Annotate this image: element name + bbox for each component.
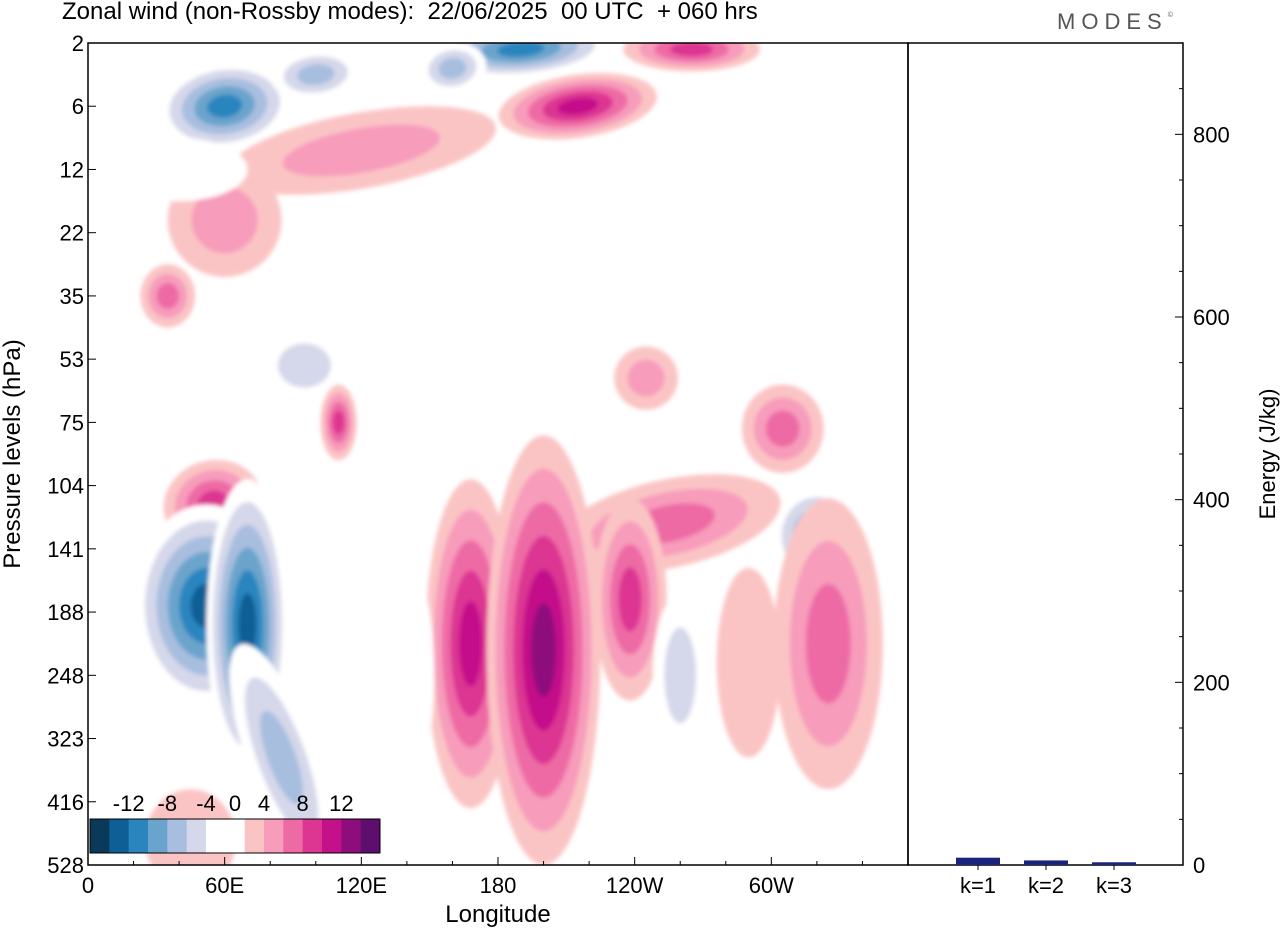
energy-bars-panel: 0 200 400 600 800 Energy (J/kg) k=1 k=2 k=3 — [956, 42, 1280, 898]
westerly-contour — [458, 601, 483, 687]
easterly-contour — [260, 710, 304, 805]
westerly-contour — [557, 97, 599, 115]
colorbar-swatch — [148, 819, 168, 853]
westerly-contour — [805, 583, 851, 704]
x-tick-label: 180 — [480, 873, 517, 898]
energy-bar — [1024, 860, 1068, 865]
y-tick-label: 323 — [47, 727, 84, 752]
easterly-contour — [297, 64, 335, 86]
y-tick-label: 2 — [72, 31, 84, 56]
colorbar-swatch — [244, 819, 265, 853]
easterly-contour — [238, 592, 257, 657]
y-tick-label: 12 — [60, 157, 84, 182]
y-tick-label: 528 — [47, 853, 84, 878]
colorbar-swatch — [167, 819, 188, 853]
westerly-contour — [765, 410, 800, 447]
easterly-contour — [88, 428, 159, 505]
colorbar-swatch — [186, 819, 207, 853]
colorbar-swatch — [128, 819, 149, 853]
colorbar-swatch — [206, 819, 226, 853]
colorbar-swatch — [264, 819, 284, 853]
easterly-contour — [664, 627, 697, 724]
x-tick-label: 120W — [606, 873, 664, 898]
colorbar-swatch — [90, 819, 110, 853]
colorbar-swatch — [283, 819, 304, 853]
westerly-contour — [531, 602, 557, 698]
colorbar-label: 12 — [329, 791, 353, 816]
colorbar-swatch — [302, 819, 323, 853]
y-tick-label: 141 — [47, 537, 84, 562]
colorbar-label: -12 — [113, 791, 145, 816]
easterly-contour — [630, 156, 685, 208]
brand-text: MODES — [1057, 9, 1168, 34]
x-tick-label: 60W — [749, 873, 794, 898]
easterly-contour — [327, 485, 373, 638]
energy-axis-label: Energy (J/kg) — [1255, 389, 1280, 520]
westerly-contour — [716, 567, 781, 758]
y-tick-label: 35 — [60, 284, 84, 309]
colorbar-frame — [89, 818, 381, 854]
easterly-contour — [207, 94, 243, 118]
x-tick-label: 60E — [205, 873, 244, 898]
x-axis: 0 60E 120E 180 120W 60W Longitude — [82, 857, 909, 928]
easterly-contour — [110, 137, 248, 202]
wind-field — [88, 43, 883, 865]
westerly-contour — [156, 282, 179, 309]
brand-mark: © — [1167, 12, 1173, 19]
y-tick-label: 53 — [60, 347, 84, 372]
easterly-contour — [277, 343, 331, 388]
easterly-contour — [438, 57, 467, 79]
easterly-contour — [646, 409, 760, 461]
y-axis: 2 6 12 22 35 53 75 104 141 188 248 323 416 528 Pressur… — [0, 31, 96, 878]
colorbar-label: 0 — [229, 791, 241, 816]
energy-bar — [1092, 862, 1136, 865]
y-tick-label: 188 — [47, 600, 84, 625]
westerly-contour — [191, 186, 258, 254]
energy-category-label: k=3 — [1096, 873, 1132, 898]
y-tick-label: 22 — [60, 221, 84, 246]
y-tick-label: 75 — [60, 410, 84, 435]
westerly-contour — [627, 359, 665, 397]
colorbar-label: -4 — [196, 791, 216, 816]
westerly-contour — [669, 43, 714, 57]
energy-tick-label: 0 — [1193, 853, 1205, 878]
x-axis-label: Longitude — [445, 901, 550, 928]
y-axis-label: Pressure levels (hPa) — [0, 339, 26, 568]
energy-tick-label: 800 — [1193, 122, 1230, 147]
y-tick-label: 6 — [72, 94, 84, 119]
colorbar-swatch — [322, 819, 342, 853]
energy-bar — [956, 857, 1000, 865]
easterly-contour — [110, 700, 225, 777]
colorbar: -12 -8 -4 0 4 8 12 — [89, 791, 381, 854]
easterly-contour — [780, 223, 876, 369]
energy-tick-label: 600 — [1193, 305, 1230, 330]
energy-category-label: k=1 — [960, 873, 996, 898]
easterly-contour — [379, 561, 435, 790]
westerly-contour — [282, 124, 440, 177]
westerly-contour — [332, 410, 345, 435]
energy-tick-label: 200 — [1193, 670, 1230, 695]
chart-title: Zonal wind (non-Rossby modes): 22/06/202… — [62, 0, 758, 25]
westerly-contour — [618, 567, 642, 632]
colorbar-swatch — [109, 819, 130, 853]
x-tick-label: 0 — [82, 873, 94, 898]
colorbar-label: -8 — [158, 791, 178, 816]
x-tick-label: 120E — [336, 873, 387, 898]
y-tick-label: 248 — [47, 663, 84, 688]
y-tick-label: 104 — [47, 474, 84, 499]
brand-logo: MODES© — [1057, 9, 1173, 35]
energy-category-label: k=2 — [1028, 873, 1064, 898]
easterly-contour — [805, 137, 874, 202]
energy-panel-frame — [907, 42, 1184, 866]
energy-tick-label: 400 — [1193, 488, 1230, 513]
colorbar-swatch — [341, 819, 362, 853]
colorbar-label: 4 — [258, 791, 270, 816]
easterly-contour — [497, 43, 545, 57]
colorbar-swatch — [225, 819, 246, 853]
colorbar-swatch — [360, 819, 381, 853]
y-tick-label: 416 — [47, 790, 84, 815]
colorbar-label: 8 — [297, 791, 309, 816]
easterly-contour — [429, 175, 521, 252]
